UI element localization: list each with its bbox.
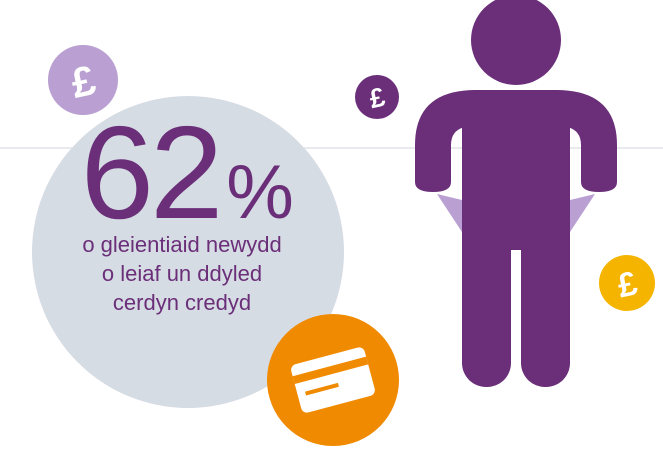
stat-unit: % — [226, 150, 294, 235]
stat-circle — [32, 96, 344, 408]
coin-lavender: £ — [48, 45, 118, 115]
coin-symbol: £ — [367, 82, 388, 114]
coin-yellow: £ — [599, 255, 655, 311]
coin-purple: £ — [355, 75, 399, 119]
card-badge — [267, 314, 399, 446]
stat-text: cerdyn credyd — [113, 290, 251, 315]
stat-text: o leiaf un ddyled — [102, 261, 262, 286]
pocket — [437, 194, 462, 232]
pocket — [570, 194, 595, 232]
stat-number: 62 — [81, 99, 220, 246]
stat-text: o gleientiaid newydd — [82, 232, 281, 257]
person — [415, 0, 617, 387]
